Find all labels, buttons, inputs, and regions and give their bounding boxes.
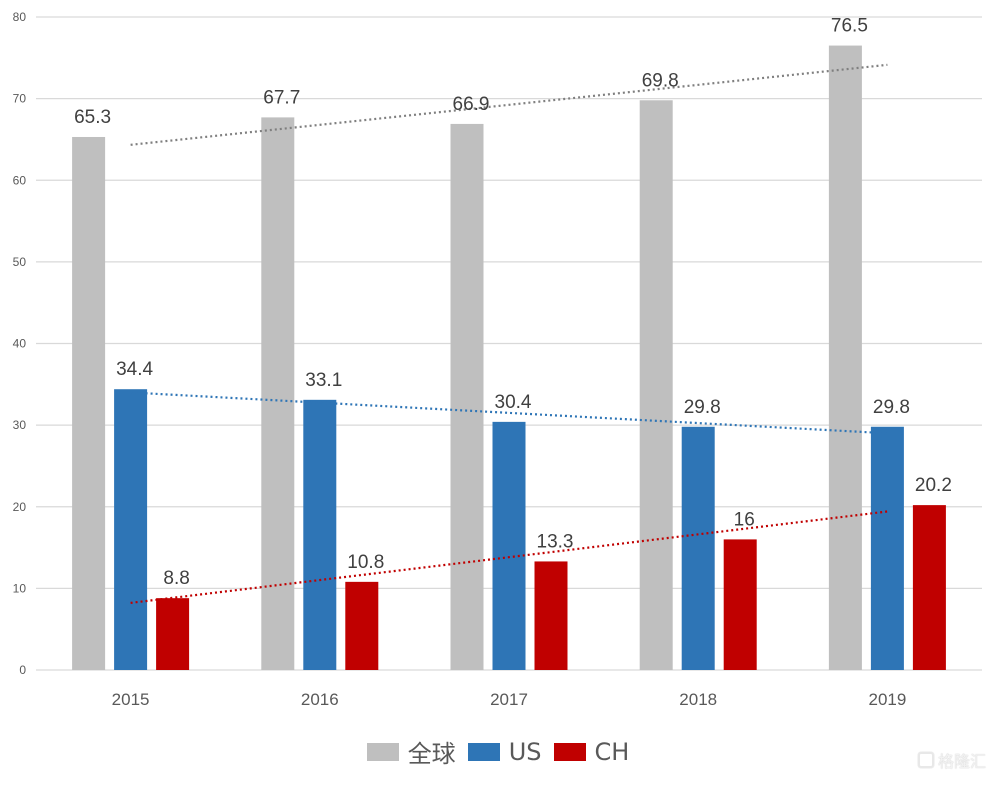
trendline-global bbox=[130, 63, 888, 146]
data-labels: 65.3 67.7 66.9 69.8 76.5 34.4 33.1 30.4 29.8 29.8… bbox=[74, 16, 952, 590]
y-tick-label: 10 bbox=[13, 581, 27, 595]
y-tick-label: 50 bbox=[13, 255, 27, 269]
data-label-ch: 20.2 bbox=[915, 475, 952, 496]
bar-global[interactable] bbox=[72, 136, 106, 670]
y-tick-label: 60 bbox=[13, 173, 27, 187]
gridlines bbox=[36, 16, 982, 671]
data-label-us: 34.4 bbox=[116, 359, 153, 380]
bars bbox=[72, 45, 946, 671]
data-label-global: 69.8 bbox=[642, 70, 679, 91]
trendlines bbox=[130, 63, 888, 604]
bar-us[interactable] bbox=[303, 399, 337, 670]
legend-item-us[interactable]: US bbox=[467, 737, 542, 766]
trendline-ch bbox=[130, 510, 888, 604]
y-tick-label: 20 bbox=[13, 500, 27, 514]
legend-item-ch[interactable]: CH bbox=[553, 737, 630, 766]
bar-us[interactable] bbox=[870, 426, 904, 670]
legend-label-us: US bbox=[508, 737, 542, 766]
y-tick-label: 80 bbox=[13, 10, 27, 24]
watermark: 格隆汇 bbox=[917, 748, 986, 772]
legend-label-ch: CH bbox=[594, 737, 630, 766]
data-label-ch: 16 bbox=[734, 509, 755, 530]
x-tick-label: 2015 bbox=[112, 690, 150, 709]
bar-us[interactable] bbox=[492, 421, 526, 670]
x-tick-label: 2017 bbox=[490, 690, 528, 709]
legend-swatch-global bbox=[366, 742, 399, 761]
bar-ch[interactable] bbox=[345, 581, 379, 670]
gelonghui-logo-icon bbox=[917, 752, 934, 768]
bar-global[interactable] bbox=[261, 117, 295, 671]
legend: 全球 US CH bbox=[0, 734, 1000, 769]
bar-ch[interactable] bbox=[912, 505, 946, 670]
data-label-global: 67.7 bbox=[263, 87, 300, 108]
data-label-ch: 10.8 bbox=[347, 552, 384, 573]
y-tick-label: 30 bbox=[13, 418, 27, 432]
bar-us[interactable] bbox=[681, 426, 715, 670]
bar-global[interactable] bbox=[450, 123, 484, 670]
legend-label-global: 全球 bbox=[407, 740, 456, 768]
data-label-ch: 8.8 bbox=[163, 568, 189, 589]
trendline-us bbox=[130, 391, 888, 435]
bar-ch[interactable] bbox=[156, 598, 190, 670]
bar-ch[interactable] bbox=[723, 539, 757, 670]
data-label-us: 30.4 bbox=[495, 392, 532, 413]
data-label-global: 76.5 bbox=[831, 16, 868, 37]
data-label-us: 33.1 bbox=[305, 370, 342, 391]
data-label-ch: 13.3 bbox=[537, 531, 574, 552]
data-label-us: 29.8 bbox=[684, 397, 721, 418]
bar-ch[interactable] bbox=[534, 561, 568, 670]
legend-item-global[interactable]: 全球 bbox=[366, 734, 456, 769]
x-tick-label: 2019 bbox=[868, 690, 906, 709]
bar-global[interactable] bbox=[828, 45, 862, 671]
data-label-global: 66.9 bbox=[453, 94, 490, 115]
y-axis-ticks: 0 10 20 30 40 50 60 70 80 bbox=[13, 10, 27, 677]
watermark-text: 格隆汇 bbox=[937, 752, 986, 771]
x-axis-ticks: 2015 2016 2017 2018 2019 bbox=[112, 690, 907, 709]
bar-global[interactable] bbox=[639, 100, 673, 670]
legend-swatch-us bbox=[467, 742, 500, 761]
x-tick-label: 2018 bbox=[679, 690, 717, 709]
y-tick-label: 70 bbox=[13, 92, 27, 106]
data-label-us: 29.8 bbox=[873, 397, 910, 418]
legend-swatch-ch bbox=[553, 742, 586, 761]
data-label-global: 65.3 bbox=[74, 107, 111, 128]
bar-us[interactable] bbox=[114, 389, 148, 670]
x-tick-label: 2016 bbox=[301, 690, 339, 709]
y-tick-label: 0 bbox=[19, 663, 26, 677]
y-tick-label: 40 bbox=[13, 337, 27, 351]
